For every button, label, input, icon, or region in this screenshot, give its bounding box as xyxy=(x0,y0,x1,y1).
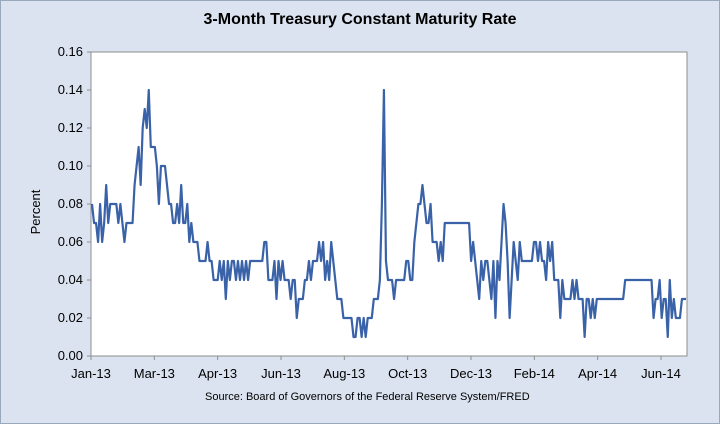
x-tick-label: Dec-13 xyxy=(450,366,492,381)
x-tick-label: Apr-14 xyxy=(578,366,617,381)
y-tick-label: 0.02 xyxy=(58,310,83,325)
chart-title: 3-Month Treasury Constant Maturity Rate xyxy=(203,11,517,28)
x-tick-label: Jun-14 xyxy=(641,366,681,381)
x-tick-label: Apr-13 xyxy=(198,366,237,381)
y-tick-label: 0.04 xyxy=(58,272,83,287)
y-axis-ticks: 0.00 0.02 0.04 0.06 0.08 0.10 0.12 0.14 0.16 xyxy=(58,44,91,363)
y-tick-label: 0.10 xyxy=(58,158,83,173)
y-axis-label: Percent xyxy=(28,189,43,234)
x-tick-label: Feb-14 xyxy=(514,366,555,381)
y-tick-label: 0.12 xyxy=(58,120,83,135)
x-tick-label: Jan-13 xyxy=(71,366,111,381)
y-tick-label: 0.00 xyxy=(58,348,83,363)
x-axis-ticks: Jan-13 Mar-13 Apr-13 Jun-13 Aug-13 Oct-13 Dec-… xyxy=(71,356,681,381)
series-line xyxy=(90,88,686,339)
x-tick-label: Aug-13 xyxy=(323,366,365,381)
source-note: Source: Board of Governors of the Federa… xyxy=(205,391,530,403)
x-tick-label: Oct-13 xyxy=(388,366,427,381)
x-tick-label: Mar-13 xyxy=(134,366,175,381)
y-tick-label: 0.06 xyxy=(58,234,83,249)
y-tick-label: 0.08 xyxy=(58,196,83,211)
plot-area xyxy=(90,51,688,357)
y-tick-label: 0.14 xyxy=(58,82,83,97)
y-tick-label: 0.16 xyxy=(58,44,83,59)
x-tick-label: Jun-13 xyxy=(261,366,301,381)
